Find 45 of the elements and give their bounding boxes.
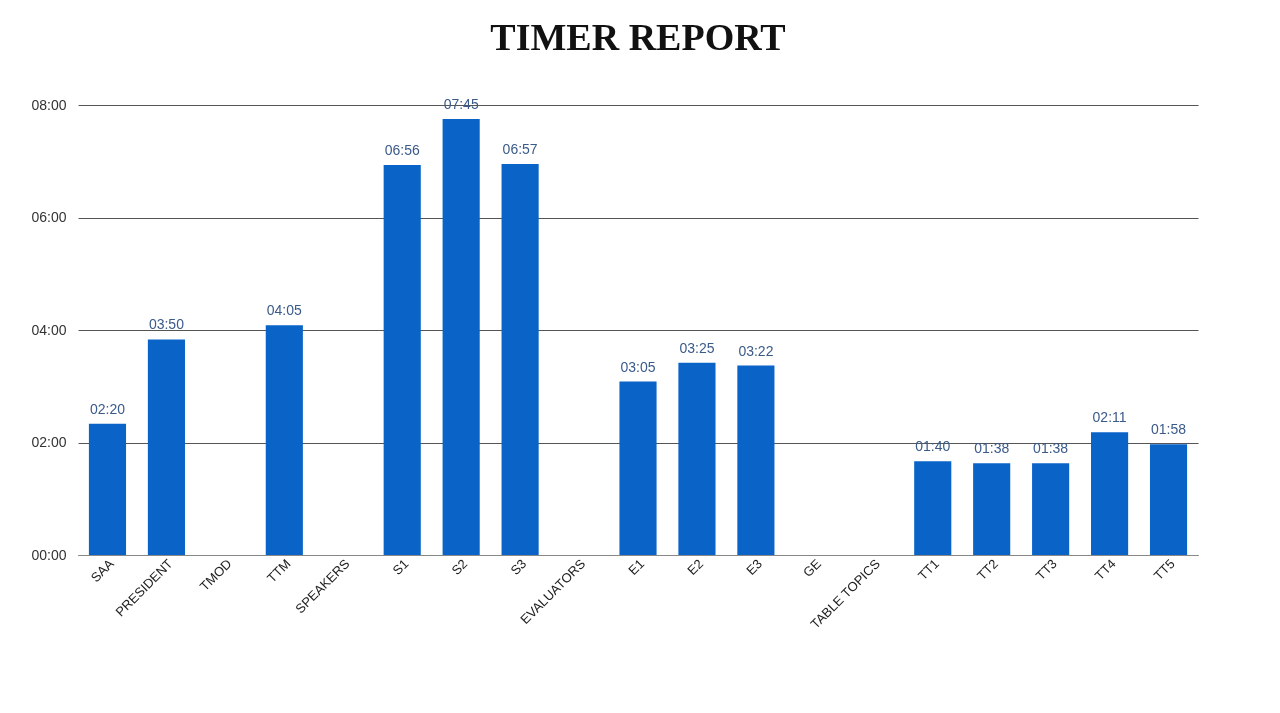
x-tick-label: E2: [684, 556, 707, 578]
x-tick-label: S2: [448, 556, 471, 578]
x-tick-label: TT4: [1091, 556, 1119, 584]
data-label: 03:22: [738, 342, 774, 359]
bar: [501, 164, 539, 555]
bar: [914, 461, 952, 555]
y-tick-label: 00:00: [31, 546, 67, 563]
chart-title: TIMER REPORT: [490, 16, 786, 58]
bar: [1149, 444, 1188, 555]
bar: [147, 339, 185, 555]
x-tick-label: TT5: [1150, 556, 1178, 584]
data-label: 01:58: [1151, 421, 1187, 438]
bar: [383, 165, 421, 555]
y-tick-label: 08:00: [31, 96, 67, 113]
data-label: 02:20: [89, 400, 126, 417]
bar: [88, 423, 127, 555]
data-label: 01:38: [1033, 440, 1069, 457]
y-tick-label: 04:00: [31, 321, 67, 338]
x-tick-label: E3: [743, 556, 766, 578]
y-tick-label: 06:00: [31, 209, 67, 225]
x-tick-label: TTM: [264, 556, 294, 586]
data-label: 01:38: [974, 440, 1010, 457]
y-tick-label: 02:00: [31, 434, 67, 450]
data-label: 02:11: [1092, 409, 1127, 426]
bar: [1032, 463, 1070, 555]
data-label: 03:50: [148, 316, 185, 333]
x-tick-label: E1: [625, 556, 648, 578]
bar: [265, 325, 303, 555]
x-tick-label: S1: [389, 556, 412, 578]
bar: [442, 119, 480, 555]
data-label: 03:05: [620, 358, 656, 375]
x-tick-label: GE: [800, 555, 825, 580]
x-tick-label: TT3: [1032, 556, 1060, 584]
bar: [678, 362, 716, 555]
data-label: 06:56: [384, 142, 420, 159]
x-tick-label: SAA: [87, 555, 117, 586]
bar: [619, 381, 657, 555]
data-label: 03:25: [679, 339, 715, 356]
data-label: 04:05: [266, 302, 303, 319]
bar: [973, 463, 1011, 555]
x-tick-label: TT2: [973, 556, 1001, 584]
bar: [1091, 432, 1129, 555]
data-label: 06:57: [502, 141, 538, 158]
x-tick-label: TT1: [914, 556, 942, 584]
bar: [737, 365, 775, 555]
